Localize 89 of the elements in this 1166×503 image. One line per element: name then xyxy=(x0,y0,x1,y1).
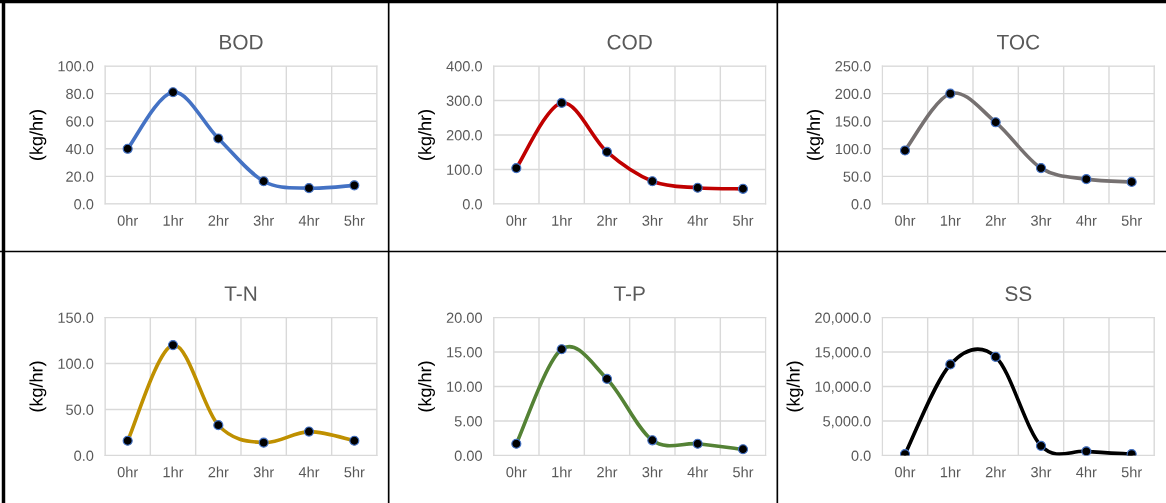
x-tick-label: 2hr xyxy=(597,215,618,226)
x-tick-label: 2hr xyxy=(208,466,229,478)
x-tick-label: 5hr xyxy=(733,466,754,478)
x-tick-label: 0hr xyxy=(895,466,916,478)
y-tick-label: 0.0 xyxy=(851,199,871,210)
x-tick-label: 2hr xyxy=(985,215,1006,226)
y-tick-label: 150.0 xyxy=(58,312,94,323)
y-tick-label: 0.0 xyxy=(74,450,94,461)
point xyxy=(349,180,360,191)
y-axis-title: (kg/hr) xyxy=(29,361,47,412)
y-tick-label: 300.0 xyxy=(446,95,482,106)
x-tick-label: 5hr xyxy=(344,466,365,478)
x-tick-label: 4hr xyxy=(298,466,320,478)
x-tick-label: 1hr xyxy=(552,466,572,478)
x-tick-label: 1hr xyxy=(940,215,961,226)
chart-title: SS xyxy=(1005,286,1032,302)
y-axis-title: (kg/hr) xyxy=(418,110,435,160)
y-tick-label: 0.0 xyxy=(74,199,94,210)
y-tick-label: 100.0 xyxy=(835,143,871,155)
x-tick-label: 4hr xyxy=(687,215,708,226)
y-tick-label: 5,000.0 xyxy=(823,416,871,429)
chart-title: COD xyxy=(607,34,652,50)
x-tick-label: 0hr xyxy=(117,466,138,478)
y-tick-label: 15.00 xyxy=(447,347,482,358)
x-tick-label: 1hr xyxy=(940,466,961,478)
y-axis-title: (kg/hr) xyxy=(418,361,435,412)
y-tick-label: 0.0 xyxy=(462,199,482,210)
x-tick-label: 3hr xyxy=(253,466,274,478)
x-tick-label: 1hr xyxy=(163,466,184,478)
x-tick-label: 5hr xyxy=(344,215,365,226)
y-tick-label: 10.00 xyxy=(447,381,482,392)
point xyxy=(122,143,133,154)
y-tick-label: 50.0 xyxy=(66,404,94,415)
x-tick-label: 4hr xyxy=(687,466,708,478)
point xyxy=(1035,440,1047,451)
point xyxy=(945,359,956,370)
y-tick-label: 150.0 xyxy=(835,116,871,127)
y-tick-label: 40.0 xyxy=(65,143,94,155)
y-tick-label: 80.0 xyxy=(66,88,94,100)
x-tick-label: 1hr xyxy=(163,215,184,226)
x-tick-label: 3hr xyxy=(642,215,663,226)
y-tick-label: 400.0 xyxy=(446,61,482,72)
x-tick-label: 4hr xyxy=(1076,466,1097,478)
x-tick-label: 3hr xyxy=(253,215,274,226)
x-tick-label: 0hr xyxy=(506,215,527,226)
y-tick-label: 20.00 xyxy=(446,312,482,323)
y-tick-label: 0.0 xyxy=(851,450,871,461)
y-tick-label: 0.00 xyxy=(454,450,482,461)
y-axis-title: (kg/hr) xyxy=(806,110,824,160)
y-axis-title: (kg/hr) xyxy=(786,361,804,412)
x-tick-label: 2hr xyxy=(985,466,1006,478)
chart-title: T-N xyxy=(224,286,257,301)
y-tick-label: 100.0 xyxy=(58,358,94,369)
y-tick-label: 15,000.0 xyxy=(815,347,871,360)
y-tick-label: 5.00 xyxy=(454,416,482,427)
x-tick-label: 3hr xyxy=(1031,466,1052,478)
point xyxy=(213,133,224,144)
x-tick-label: 5hr xyxy=(1121,215,1142,226)
point xyxy=(1081,446,1092,456)
y-tick-label: 100.0 xyxy=(58,61,94,72)
point xyxy=(990,351,1001,362)
point xyxy=(167,87,179,98)
y-tick-label: 50.0 xyxy=(843,171,871,182)
y-tick-label: 200.0 xyxy=(835,88,871,100)
y-tick-label: 60.0 xyxy=(66,116,94,127)
x-tick-label: 5hr xyxy=(1121,466,1142,478)
x-tick-label: 3hr xyxy=(642,466,663,478)
y-tick-label: 20.0 xyxy=(66,171,94,182)
x-tick-label: 1hr xyxy=(552,215,572,226)
y-tick-label: 100.0 xyxy=(447,164,482,175)
point xyxy=(258,176,269,187)
y-tick-label: 20,000.0 xyxy=(815,312,871,325)
chart-title: TOC xyxy=(997,34,1040,50)
y-tick-label: 10,000.0 xyxy=(815,381,871,394)
y-tick-label: 250.0 xyxy=(835,61,871,72)
x-tick-label: 0hr xyxy=(117,215,138,226)
x-tick-label: 2hr xyxy=(208,215,229,226)
x-tick-label: 4hr xyxy=(1076,215,1097,226)
y-axis-title: (kg/hr) xyxy=(29,110,47,160)
chart-title: BOD xyxy=(220,34,263,50)
x-tick-label: 4hr xyxy=(298,215,320,226)
x-tick-label: 5hr xyxy=(733,215,754,226)
chart-title: T-P xyxy=(613,286,645,301)
x-tick-label: 0hr xyxy=(506,466,527,478)
point xyxy=(303,183,315,194)
x-tick-label: 3hr xyxy=(1031,215,1052,226)
x-tick-label: 2hr xyxy=(597,466,618,478)
y-tick-label: 200.0 xyxy=(446,130,482,141)
x-tick-label: 0hr xyxy=(895,215,916,226)
